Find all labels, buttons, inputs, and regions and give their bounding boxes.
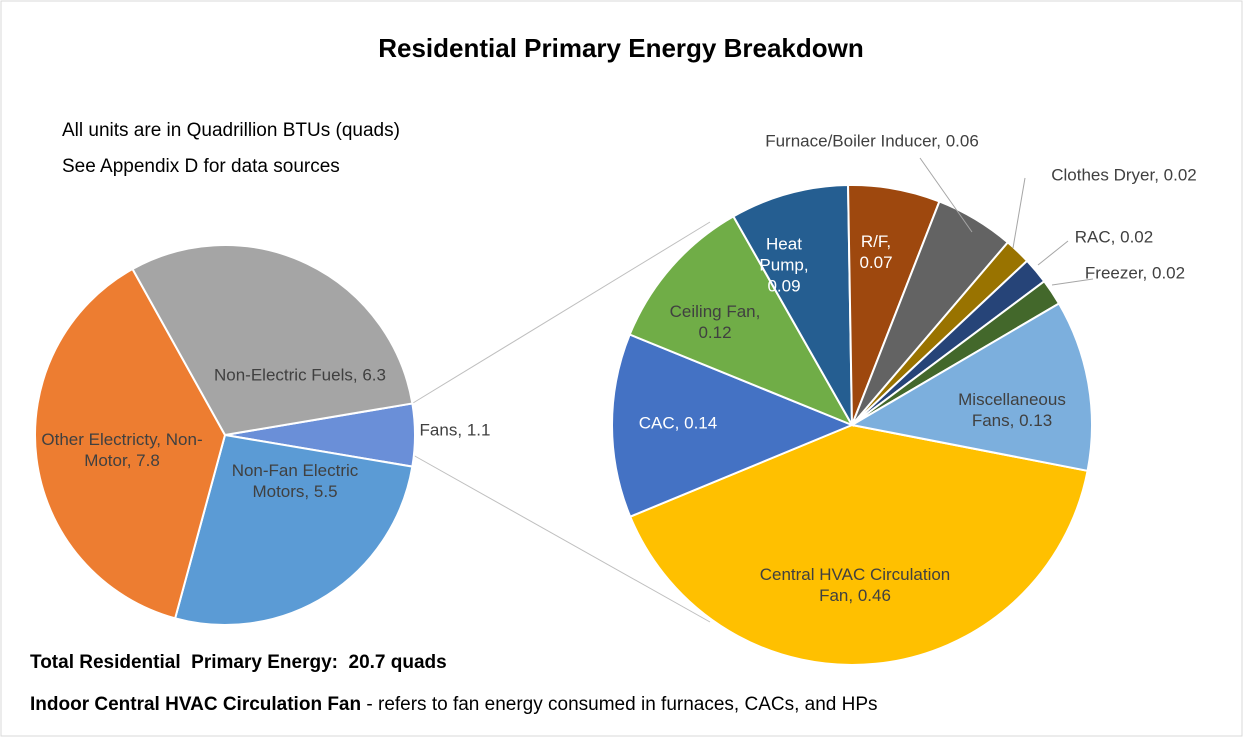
label-value: 6.3 bbox=[362, 365, 386, 385]
label-value: 0.02 bbox=[1120, 227, 1154, 247]
pie-slice bbox=[732, 184, 853, 426]
data-label: R/F, 0.07 bbox=[851, 231, 901, 273]
label-category: Other Electricty, Non-Motor, bbox=[41, 430, 203, 470]
label-category: Miscellaneous Fans, bbox=[958, 390, 1066, 430]
connector-line bbox=[412, 221, 711, 404]
label-category: Non-Fan Electric Motors, bbox=[231, 461, 359, 501]
leader-line bbox=[1012, 177, 1026, 249]
data-label: Miscellaneous Fans, 0.13 bbox=[947, 389, 1077, 431]
data-label: Non-Fan Electric Motors, 5.5 bbox=[220, 460, 370, 502]
label-category: Non-Electric Fuels, bbox=[214, 365, 358, 385]
label-value: 5.5 bbox=[313, 482, 338, 501]
data-label: Fans, 1.1 bbox=[405, 420, 505, 441]
data-label: Ceiling Fan, 0.12 bbox=[660, 301, 770, 343]
label-value: 0.12 bbox=[698, 323, 732, 342]
chart-title: Residential Primary Energy Breakdown bbox=[378, 33, 864, 63]
label-category: Freezer, bbox=[1084, 263, 1148, 283]
pie-slice bbox=[849, 302, 1093, 472]
label-value: 7.8 bbox=[136, 451, 160, 470]
label-value: 0.09 bbox=[767, 276, 801, 296]
data-label: Clothes Dryer, 0.02 bbox=[1024, 165, 1224, 186]
pie-slice bbox=[611, 333, 855, 518]
label-category: RAC, bbox=[1074, 227, 1116, 247]
label-category: Heat Pump, bbox=[759, 234, 809, 275]
connector-line bbox=[412, 454, 711, 623]
label-category: Fans, bbox=[419, 420, 463, 440]
pie-slice bbox=[628, 214, 855, 428]
data-label: Furnace/Boiler Inducer, 0.06 bbox=[757, 131, 987, 152]
label-value: 0.46 bbox=[857, 586, 891, 605]
label-category: Ceiling Fan, bbox=[669, 302, 761, 321]
label-value: 1.1 bbox=[466, 420, 491, 440]
label-value: 0.07 bbox=[859, 253, 893, 272]
label-value: 0.02 bbox=[1152, 263, 1186, 283]
label-category: Furnace/Boiler Inducer, bbox=[765, 131, 941, 151]
note: See Appendix D for data sources bbox=[62, 156, 340, 177]
label-value: 0.14 bbox=[684, 413, 718, 433]
data-label: RAC, 0.02 bbox=[1054, 227, 1174, 248]
leader-line bbox=[1037, 240, 1069, 266]
data-label: Other Electricty, Non-Motor, 7.8 bbox=[37, 429, 207, 471]
label-category: CAC, bbox=[638, 413, 680, 433]
footer-total: Total Residential Primary Energy: 20.7 q… bbox=[30, 652, 447, 673]
label-value: 0.06 bbox=[945, 131, 979, 151]
pie-slice bbox=[34, 267, 227, 620]
data-label: Heat Pump, 0.09 bbox=[754, 234, 814, 297]
data-label: Freezer, 0.02 bbox=[1070, 263, 1200, 284]
pie-slice bbox=[173, 433, 414, 626]
data-label: Non-Electric Fuels, 6.3 bbox=[200, 365, 400, 386]
note: All units are in Quadrillion BTUs (quads… bbox=[62, 120, 400, 141]
label-category: R/F, bbox=[860, 232, 892, 251]
label-category: Central HVAC Circulation Fan, bbox=[759, 565, 951, 605]
footer-term: Indoor Central HVAC Circulation Fan bbox=[30, 694, 362, 715]
pie-slice bbox=[628, 423, 1089, 666]
footer-definition: - refers to fan energy consumed in furna… bbox=[361, 694, 878, 715]
data-label: CAC, 0.14 bbox=[618, 413, 738, 434]
leader-line bbox=[919, 157, 973, 233]
leader-line bbox=[1051, 278, 1094, 286]
label-value: 0.02 bbox=[1163, 165, 1197, 185]
pie-slice bbox=[131, 244, 414, 437]
data-label: Central HVAC Circulation Fan, 0.46 bbox=[755, 564, 955, 606]
label-category: Clothes Dryer, bbox=[1051, 165, 1159, 185]
label-value: 0.13 bbox=[1019, 411, 1053, 430]
footer-line: Indoor Central HVAC Circulation Fan - re… bbox=[30, 694, 878, 716]
